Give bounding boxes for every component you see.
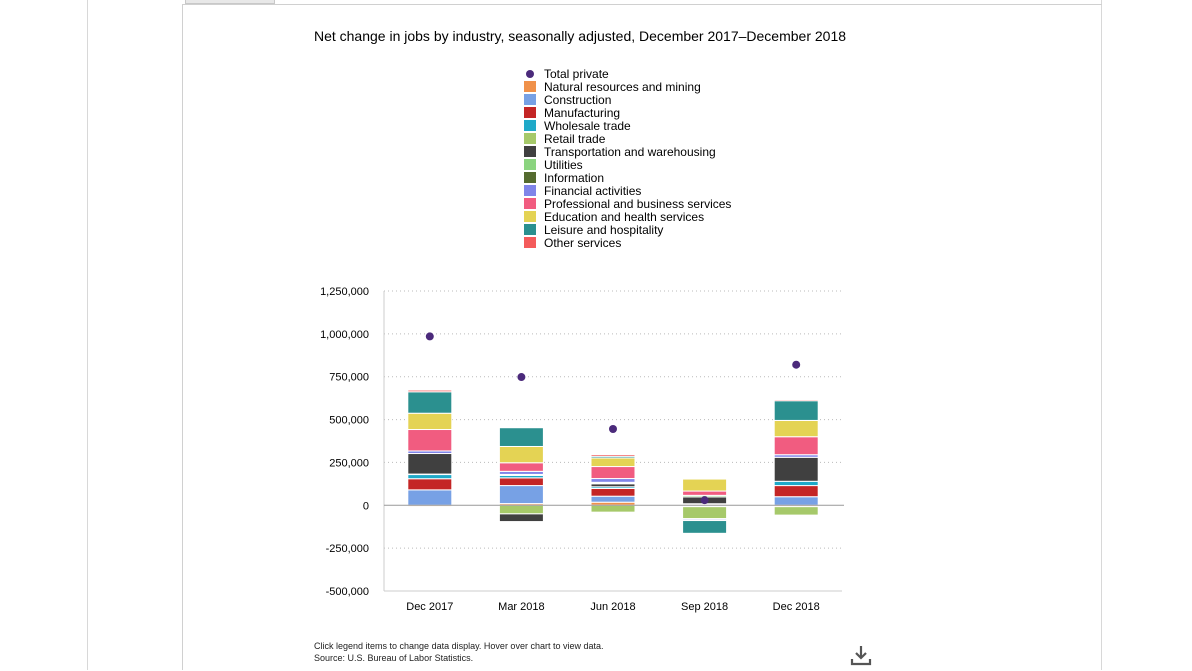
panel-tab[interactable]	[185, 0, 275, 4]
legend-label: Wholesale trade	[544, 118, 631, 133]
legend-item-manufacturing[interactable]: Manufacturing	[522, 105, 731, 120]
legend-swatch	[524, 133, 536, 144]
legend-item-utilities[interactable]: Utilities	[522, 157, 731, 172]
legend-swatch	[524, 159, 536, 170]
legend-item-information[interactable]: Information	[522, 170, 731, 185]
chart-instructions: Click legend items to change data displa…	[314, 641, 604, 651]
legend-item-other-services[interactable]: Other services	[522, 235, 731, 250]
chart-source: Source: U.S. Bureau of Labor Statistics.	[314, 653, 474, 663]
legend-label: Utilities	[544, 157, 583, 172]
legend-swatch	[524, 185, 536, 196]
legend-item-natural-resources-and-mining[interactable]: Natural resources and mining	[522, 79, 731, 94]
legend-item-wholesale-trade[interactable]: Wholesale trade	[522, 118, 731, 133]
legend-swatch	[524, 146, 536, 157]
download-icon[interactable]	[850, 644, 872, 666]
legend-label: Total private	[544, 66, 609, 81]
page-frame	[87, 0, 1102, 670]
legend-label: Financial activities	[544, 183, 642, 198]
legend-swatch	[524, 81, 536, 92]
legend-label: Other services	[544, 235, 622, 250]
legend-swatch	[524, 94, 536, 105]
legend-item-transportation-and-warehousing[interactable]: Transportation and warehousing	[522, 144, 731, 159]
legend-swatch	[524, 172, 536, 183]
legend-swatch	[524, 237, 536, 248]
legend-swatch	[524, 211, 536, 222]
legend-item-retail-trade[interactable]: Retail trade	[522, 131, 731, 146]
legend-item-education-and-health-services[interactable]: Education and health services	[522, 209, 731, 224]
legend-label: Construction	[544, 92, 612, 107]
chart-title: Net change in jobs by industry, seasonal…	[313, 28, 847, 44]
chart-legend: Total private Natural resources and minin…	[522, 66, 732, 250]
legend-item-construction[interactable]: Construction	[522, 92, 731, 107]
legend-item-leisure-and-hospitality[interactable]: Leisure and hospitality	[522, 222, 731, 237]
legend-swatch	[524, 120, 536, 131]
chart-panel	[182, 4, 1102, 670]
legend-label: Leisure and hospitality	[544, 222, 664, 237]
legend-swatch	[524, 224, 536, 235]
legend-label: Information	[544, 170, 605, 185]
chart-notes: Click legend items to change data displa…	[314, 640, 603, 664]
legend-label: Manufacturing	[544, 105, 621, 120]
legend-label: Natural resources and mining	[544, 79, 701, 94]
legend-swatch	[524, 198, 536, 209]
legend-item-professional-and-business-services[interactable]: Professional and business services	[522, 196, 732, 211]
legend-item-financial-activities[interactable]: Financial activities	[522, 183, 731, 198]
legend-label: Retail trade	[544, 131, 606, 146]
legend-label: Education and health services	[544, 209, 705, 224]
legend-item-total-private[interactable]: Total private	[522, 66, 731, 81]
legend-label: Transportation and warehousing	[544, 144, 716, 159]
legend-swatch	[526, 69, 534, 78]
legend-swatch	[524, 107, 536, 118]
legend-label: Professional and business services	[544, 196, 732, 211]
